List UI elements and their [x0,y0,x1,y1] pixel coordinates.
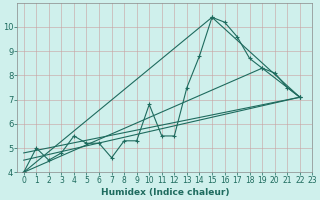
X-axis label: Humidex (Indice chaleur): Humidex (Indice chaleur) [101,188,229,197]
